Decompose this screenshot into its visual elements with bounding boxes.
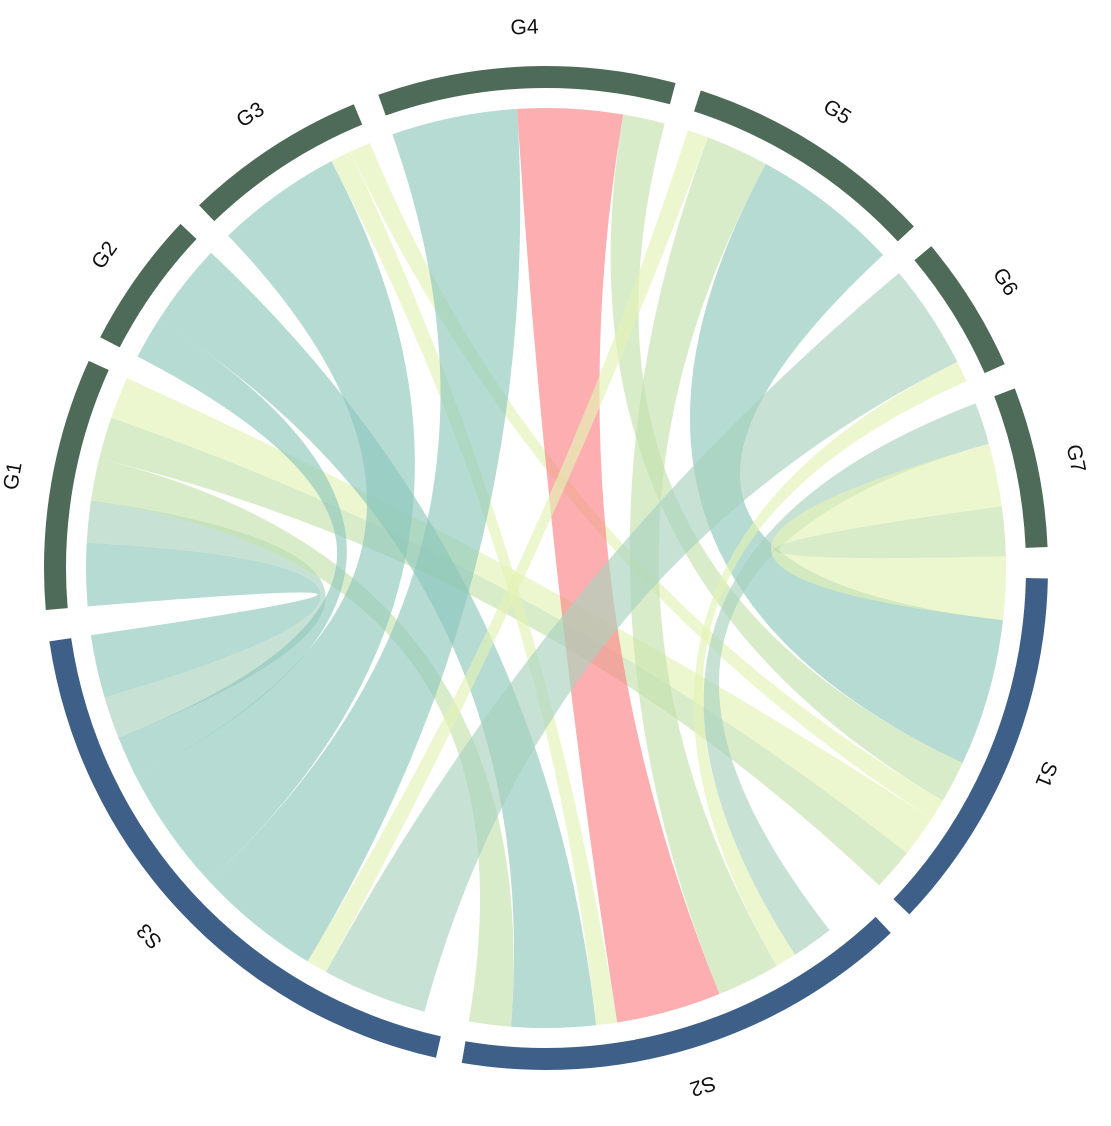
sector-track-g3 — [199, 104, 363, 222]
sector-label-g4: G4 — [510, 15, 539, 39]
link-G4-S1-12 — [610, 114, 963, 801]
link-G1-S3-1 — [86, 500, 326, 738]
sector-track-g1 — [43, 360, 109, 611]
link-G1-S1-3 — [99, 417, 907, 886]
sector-track-g2 — [100, 223, 197, 348]
link-G7-S1-20 — [774, 506, 1006, 559]
sector-label-g5: G5 — [819, 95, 855, 129]
link-G2-S2-6 — [158, 252, 597, 1029]
sector-label-g2: G2 — [87, 237, 122, 273]
links-layer — [85, 107, 1007, 1029]
tracks-layer — [43, 65, 1048, 1070]
link-G3-S2-8 — [331, 151, 618, 1026]
link-G6-S3-16 — [326, 273, 958, 1012]
sector-label-g7: G7 — [1062, 442, 1090, 474]
link-G3-S3-7 — [136, 161, 415, 882]
sector-track-g5 — [694, 90, 914, 242]
sector-track-s2 — [461, 916, 891, 1070]
link-G5-S1-15 — [689, 164, 1003, 763]
link-G5-S2-14 — [629, 137, 777, 994]
sector-track-s1 — [893, 578, 1048, 915]
link-G1-S3-0 — [85, 542, 321, 698]
sector-track-g6 — [914, 246, 1005, 374]
link-G2-S3-5 — [118, 319, 347, 777]
link-G4-S3-10 — [208, 108, 521, 962]
link-G4-S2-11 — [517, 107, 720, 1023]
sector-label-g6: G6 — [988, 264, 1022, 300]
sector-label-s1: S1 — [1031, 758, 1062, 791]
sector-track-g7 — [994, 388, 1048, 548]
sector-label-g3: G3 — [232, 98, 268, 133]
link-G6-S2-17 — [693, 361, 967, 966]
sector-label-g1: G1 — [0, 460, 27, 492]
sector-label-s2: S2 — [687, 1071, 718, 1100]
link-G1-S1-4 — [111, 378, 932, 854]
link-G5-S3-13 — [307, 130, 708, 972]
sector-track-g4 — [378, 65, 676, 116]
sector-label-s3: S3 — [132, 919, 166, 953]
link-G7-S1-19 — [770, 443, 1007, 621]
